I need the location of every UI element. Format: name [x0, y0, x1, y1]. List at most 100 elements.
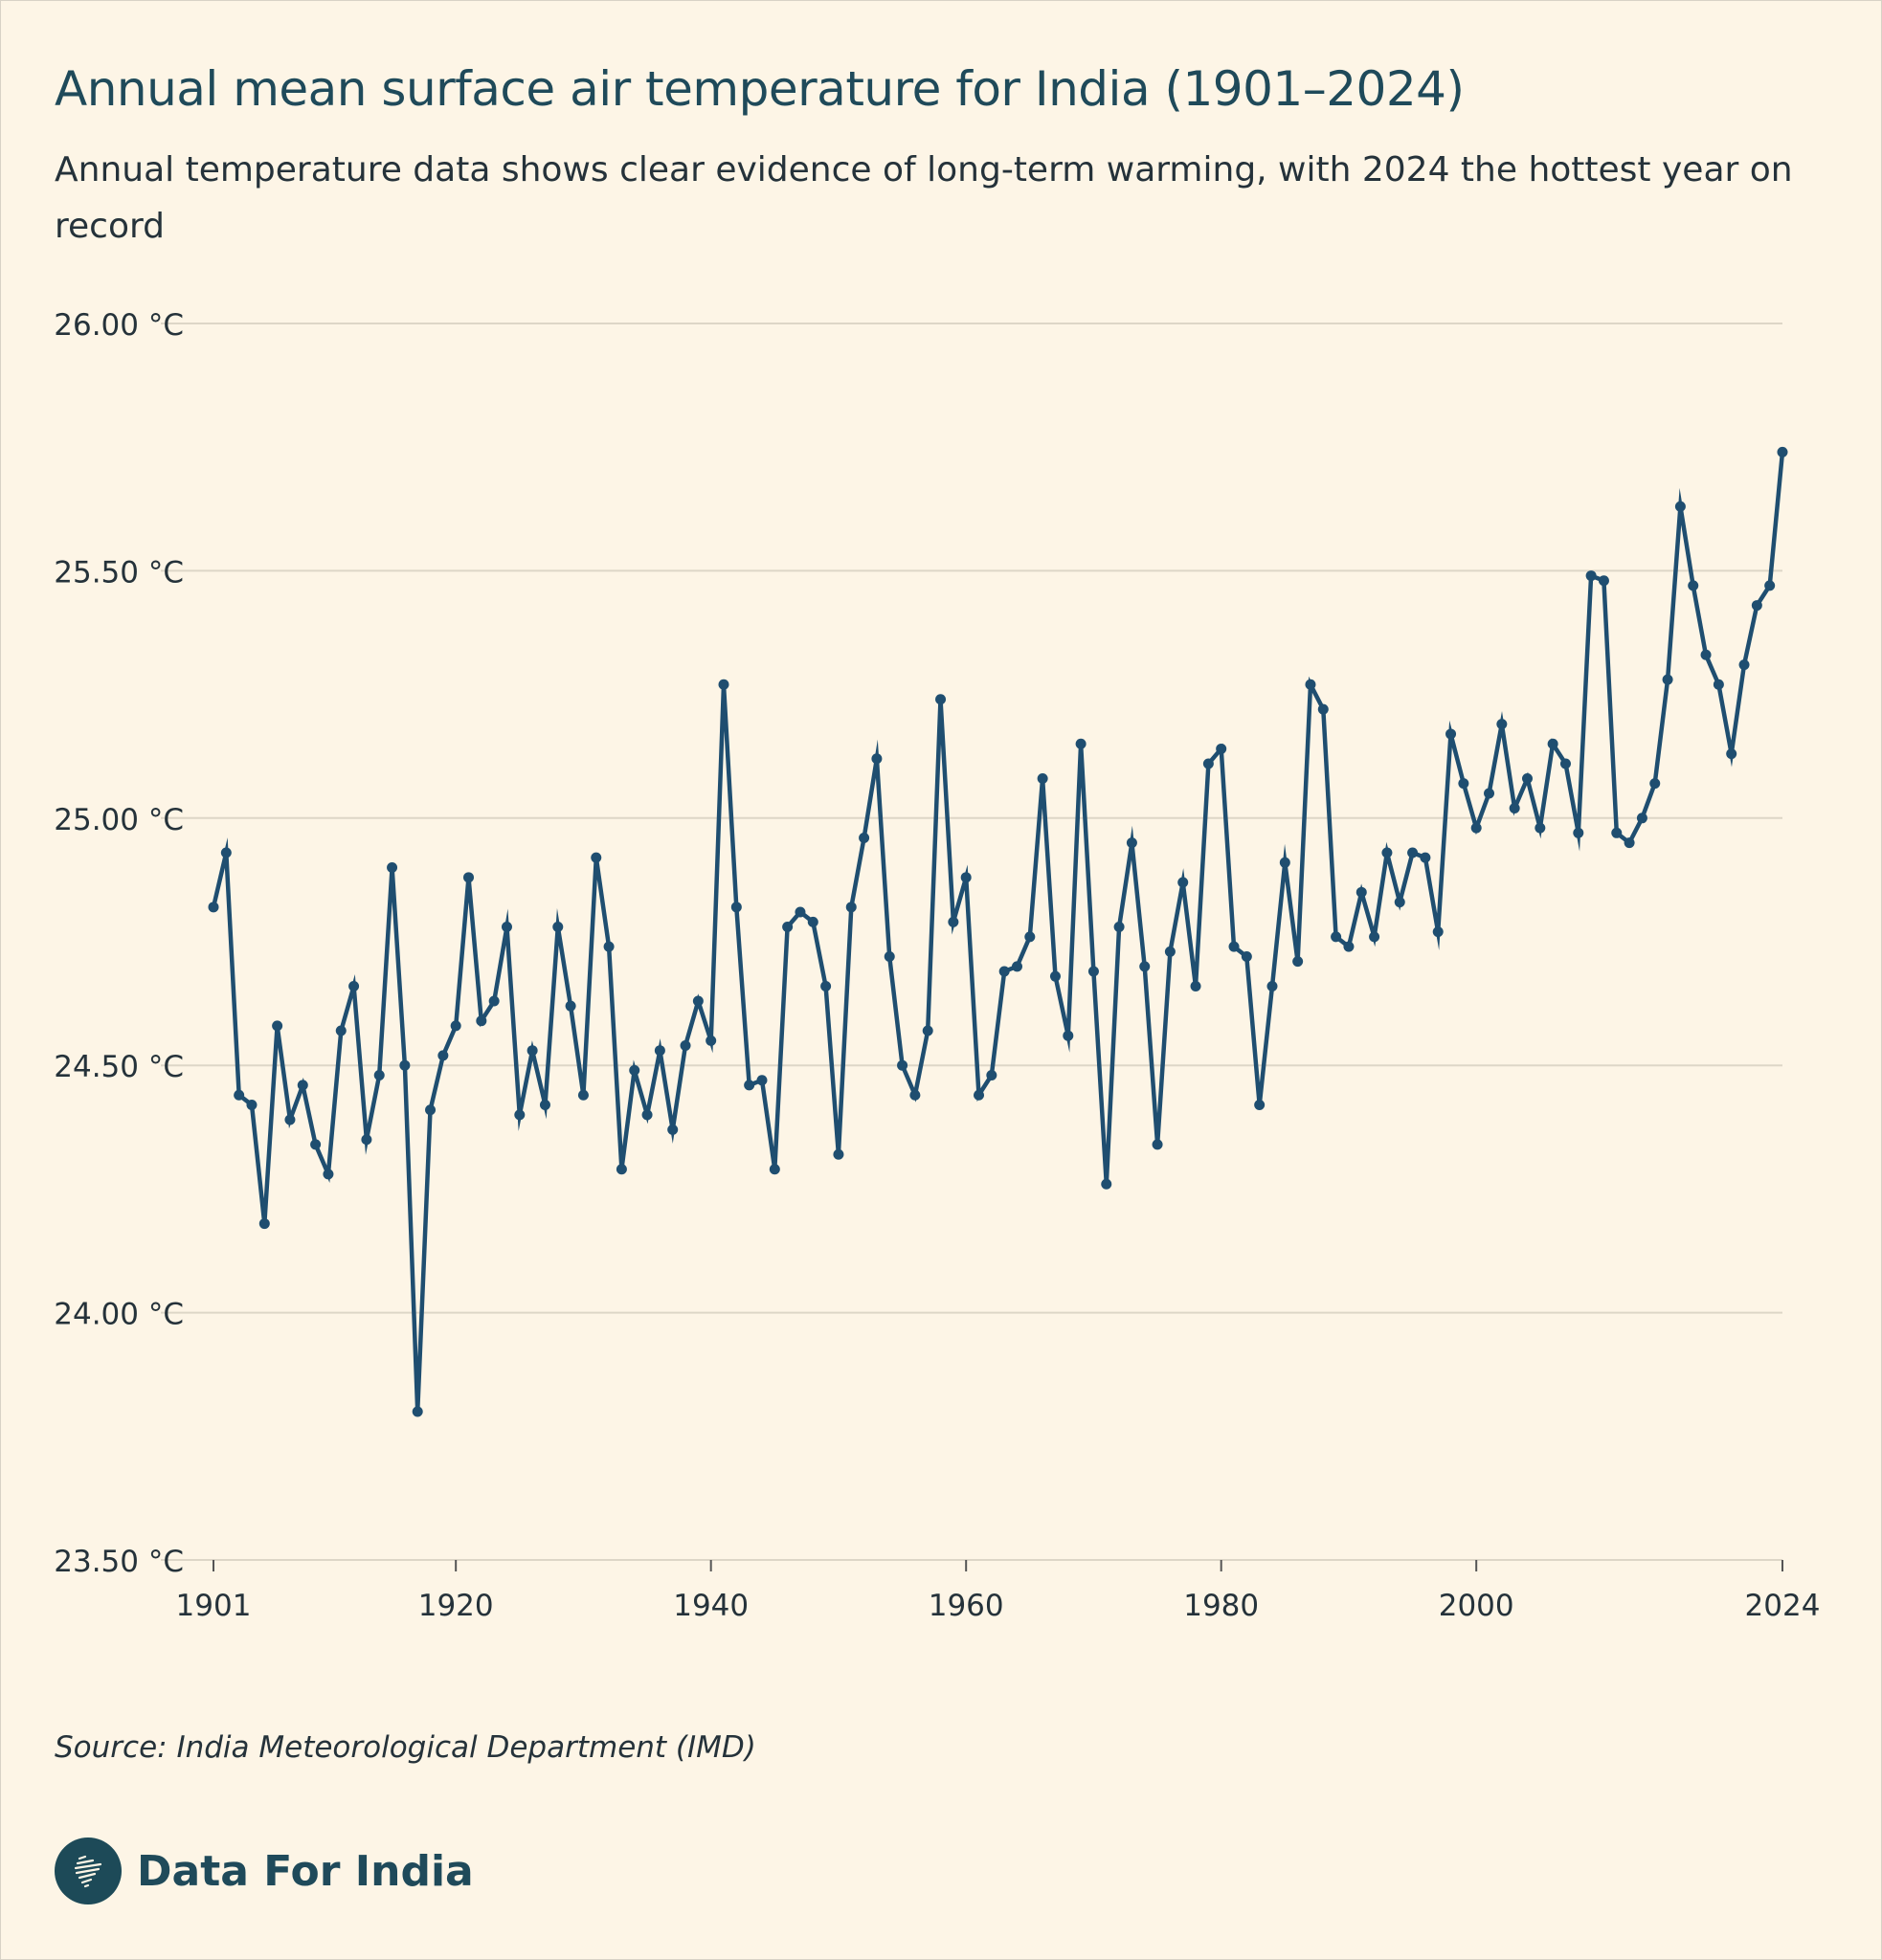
- data-point: [1496, 719, 1508, 730]
- data-point: [208, 902, 219, 913]
- data-point: [387, 861, 398, 873]
- data-point: [718, 679, 729, 690]
- y-tick-label: 24.00 °C: [54, 1298, 184, 1332]
- data-point: [1164, 946, 1176, 957]
- data-point: [1216, 743, 1227, 754]
- data-point: [1585, 570, 1597, 582]
- data-point: [1139, 961, 1151, 972]
- data-point: [897, 1059, 908, 1071]
- data-point: [1420, 852, 1431, 863]
- data-point: [284, 1114, 296, 1125]
- data-point: [323, 1169, 334, 1180]
- data-point: [246, 1100, 258, 1111]
- data-point: [1764, 580, 1776, 591]
- x-tick-label: 1920: [418, 1589, 494, 1623]
- data-point: [463, 872, 475, 883]
- data-point: [986, 1070, 997, 1081]
- brand[interactable]: Data For India: [55, 1838, 474, 1904]
- y-tick-label: 26.00 °C: [54, 308, 184, 343]
- data-point: [514, 1109, 526, 1121]
- data-point: [680, 1040, 691, 1052]
- data-point: [1190, 981, 1201, 992]
- data-point: [782, 921, 794, 932]
- data-point: [399, 1059, 411, 1071]
- data-point: [565, 1000, 576, 1012]
- data-point: [310, 1139, 322, 1150]
- y-tick-label: 25.00 °C: [54, 803, 184, 837]
- data-point: [1075, 738, 1087, 749]
- data-point: [1101, 1178, 1112, 1190]
- data-point: [1598, 575, 1609, 587]
- x-tick-label: 1940: [673, 1589, 749, 1623]
- x-tick-label: 2000: [1439, 1589, 1514, 1623]
- data-point: [1559, 758, 1571, 769]
- data-point: [425, 1104, 437, 1116]
- data-point: [629, 1064, 640, 1076]
- data-point: [1126, 837, 1137, 849]
- data-point: [437, 1050, 449, 1061]
- data-point: [1624, 837, 1635, 849]
- data-point: [845, 902, 857, 913]
- data-point: [1484, 788, 1495, 799]
- data-point: [1700, 649, 1712, 660]
- data-point: [1573, 827, 1584, 838]
- data-point: [361, 1134, 372, 1146]
- data-point: [1381, 847, 1393, 858]
- data-point: [974, 1089, 985, 1101]
- data-point: [1713, 679, 1724, 690]
- data-point: [1011, 961, 1022, 972]
- data-point: [412, 1406, 423, 1417]
- data-point: [1369, 931, 1380, 943]
- data-point: [1649, 778, 1661, 790]
- data-point: [769, 1164, 780, 1175]
- data-point: [1331, 931, 1342, 943]
- data-point: [1535, 822, 1546, 834]
- x-tick-label: 1901: [176, 1589, 252, 1623]
- data-point: [1688, 580, 1699, 591]
- data-point: [692, 995, 704, 1007]
- data-point: [1738, 659, 1750, 671]
- data-point: [1202, 758, 1214, 769]
- data-point: [577, 1089, 589, 1101]
- data-point: [730, 902, 742, 913]
- x-tick-label: 1960: [929, 1589, 1004, 1623]
- data-point: [1394, 897, 1405, 908]
- data-point: [348, 981, 360, 992]
- data-point: [744, 1080, 755, 1091]
- data-point: [258, 1218, 270, 1230]
- data-point: [948, 916, 959, 927]
- data-point: [591, 852, 602, 863]
- data-point: [807, 916, 818, 927]
- data-point: [935, 694, 947, 705]
- y-tick-label: 25.50 °C: [54, 555, 184, 590]
- data-point: [859, 832, 870, 843]
- data-point: [234, 1089, 245, 1101]
- data-point: [756, 1075, 768, 1086]
- x-tick-label: 2024: [1745, 1589, 1821, 1623]
- data-point: [1228, 941, 1240, 952]
- data-point: [909, 1089, 921, 1101]
- data-point: [833, 1148, 844, 1160]
- data-point: [667, 1124, 679, 1135]
- data-point: [1177, 877, 1189, 888]
- data-point: [1355, 886, 1367, 898]
- data-point: [1547, 738, 1558, 749]
- india-map-icon: [55, 1838, 122, 1904]
- data-point: [1317, 703, 1329, 715]
- data-point: [450, 1020, 461, 1032]
- data-point: [1726, 748, 1737, 760]
- data-point: [960, 872, 972, 883]
- data-point: [373, 1070, 385, 1081]
- data-point: [272, 1020, 283, 1032]
- chart-title: Annual mean surface air temperature for …: [55, 61, 1465, 117]
- data-point: [1087, 966, 1099, 977]
- data-point: [1509, 802, 1520, 813]
- data-point: [1445, 728, 1457, 740]
- data-point: [1674, 501, 1686, 512]
- data-point: [1113, 921, 1125, 932]
- data-point: [871, 753, 883, 765]
- data-point: [1611, 827, 1623, 838]
- data-point: [501, 921, 512, 932]
- data-point: [297, 1080, 308, 1091]
- data-point: [1024, 931, 1036, 943]
